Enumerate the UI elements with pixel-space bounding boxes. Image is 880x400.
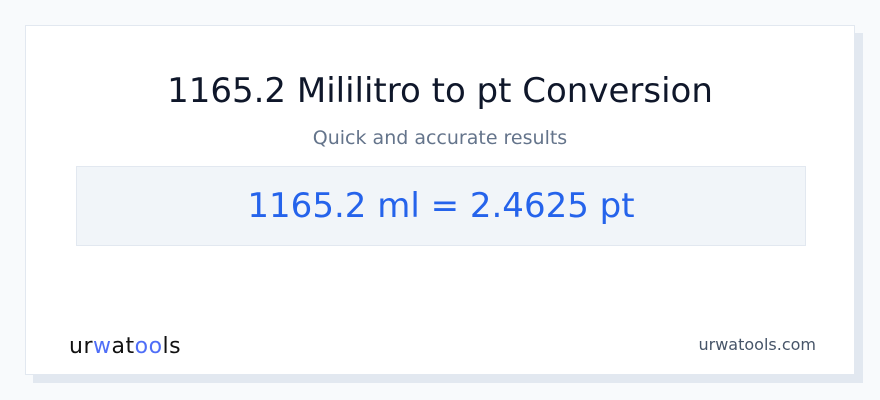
- urwatools-logo: urwatools: [69, 334, 182, 359]
- page-title: 1165.2 Mililitro to pt Conversion: [167, 71, 713, 111]
- conversion-result: 1165.2 ml = 2.4625 pt: [76, 166, 806, 246]
- conversion-card: 1165.2 Mililitro to pt Conversion Quick …: [25, 25, 855, 375]
- subtitle: Quick and accurate results: [312, 127, 568, 149]
- site-url: urwatools.com: [698, 335, 817, 354]
- result-text: 1165.2 ml = 2.4625 pt: [247, 186, 635, 226]
